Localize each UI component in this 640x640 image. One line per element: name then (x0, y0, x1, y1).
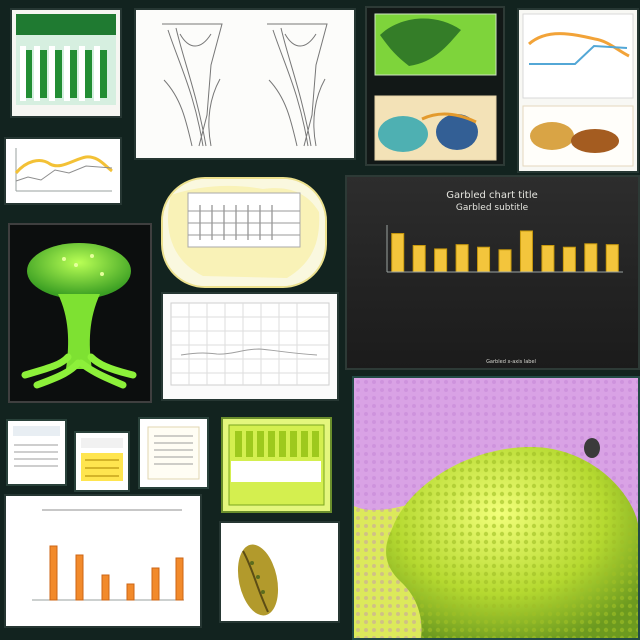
bar-mark (412, 245, 426, 273)
data-table-panel (161, 292, 339, 401)
bar-mark (562, 246, 576, 273)
bars-layer (391, 230, 619, 273)
bar-mark (584, 243, 598, 273)
cell-microscopy-panel (352, 376, 640, 640)
green-tree-render-panel (8, 223, 152, 403)
bar-mark (477, 246, 491, 273)
small-notes-panel (517, 8, 639, 173)
mini-report-3 (138, 417, 209, 489)
green-stripe-panel (221, 417, 332, 513)
mini-report-1 (6, 419, 67, 486)
bar-mark (455, 244, 469, 273)
illustration-stack-panel (365, 6, 505, 166)
large-bar-chart-panel: Garbled chart title Garbled subtitle Garbl… (345, 175, 640, 370)
bar-mark (498, 249, 512, 273)
chart-x-label: Garbled x-axis label (486, 359, 536, 365)
bar-mark (541, 245, 555, 273)
sketch-diagram-panel (134, 8, 356, 160)
leaf-specimen-panel (219, 521, 340, 623)
mini-report-2 (74, 431, 130, 492)
greenhouse-thumbnail (10, 8, 122, 118)
bar-mark (519, 230, 533, 273)
ring-document-panel (161, 177, 327, 288)
bar-mark (391, 233, 405, 273)
chart-subtitle: Garbled subtitle (456, 203, 529, 213)
large-bar-chart: Garbled chart title Garbled subtitle Garbl… (347, 177, 638, 368)
line-chart-thumbnail (4, 137, 122, 205)
orange-bar-chart-panel (4, 494, 202, 628)
chart-title: Garbled chart title (446, 190, 538, 201)
bar-mark (605, 244, 619, 273)
bar-mark (434, 248, 448, 273)
axis-layer: Garbled chart title Garbled subtitle Garbl… (386, 190, 623, 365)
